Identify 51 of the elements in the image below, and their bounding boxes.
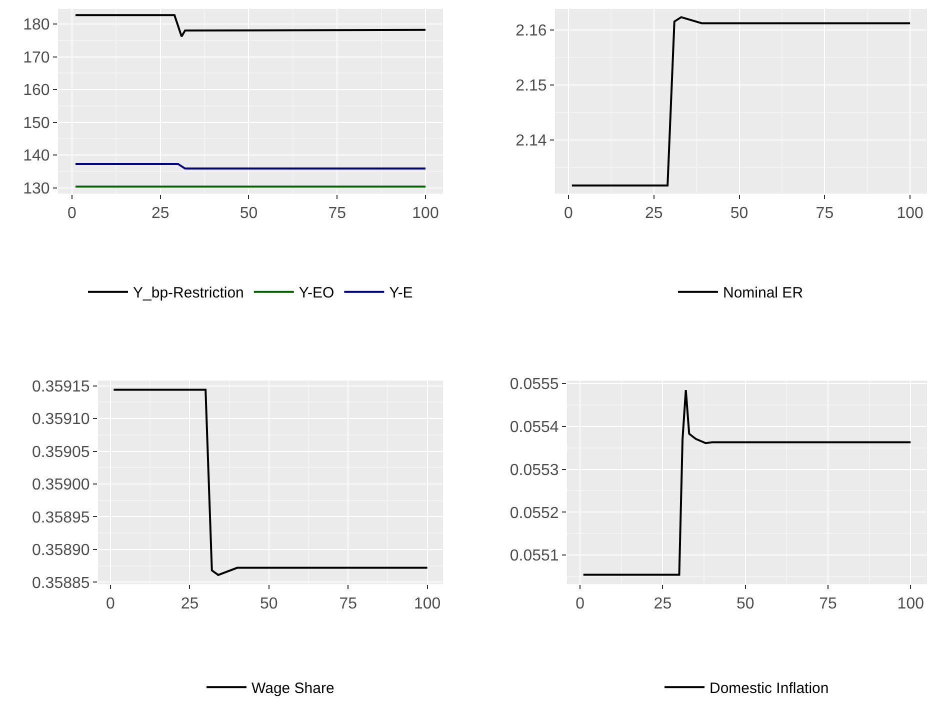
y-tick-label: 2.14 xyxy=(516,132,547,150)
y-tick-label: 0.35895 xyxy=(32,509,90,526)
legend-label: Y-EO xyxy=(298,284,334,302)
y-tick-label: 0.35890 xyxy=(32,542,90,560)
y-tick-label: 160 xyxy=(23,82,50,100)
x-tick-label: 50 xyxy=(260,595,278,612)
line-series xyxy=(112,388,428,576)
y-tick-label: 0.35900 xyxy=(32,476,90,494)
y-tick-label: 0.0554 xyxy=(510,419,559,436)
y-tick-label: 2.15 xyxy=(516,77,547,94)
y-tick-label: 0.0552 xyxy=(510,504,559,522)
x-tick-label: 75 xyxy=(816,204,834,222)
x-tick-label: 25 xyxy=(180,595,199,612)
y-tick-label: 0.35915 xyxy=(32,378,90,396)
x-tick-label: 25 xyxy=(644,204,663,222)
x-tick-label: 25 xyxy=(151,204,170,222)
y-tick-label: 150 xyxy=(23,114,50,132)
line-series xyxy=(582,389,912,576)
y-tick-label: 0.0555 xyxy=(510,376,559,394)
legend-label: Nominal ER xyxy=(723,284,804,302)
x-tick-label: 100 xyxy=(897,595,924,612)
x-tick-label: 50 xyxy=(736,595,754,612)
x-tick-label: 100 xyxy=(414,595,441,612)
x-tick-label: 50 xyxy=(240,204,258,222)
y-tick-label: 0.0551 xyxy=(510,548,559,565)
x-tick-label: 75 xyxy=(819,595,837,612)
x-tick-label: 75 xyxy=(339,595,358,612)
x-tick-label: 0 xyxy=(564,204,574,222)
legend-label: Y_bp-Restriction xyxy=(133,284,244,302)
line-series xyxy=(570,16,912,187)
y-tick-label: 130 xyxy=(23,180,50,198)
x-tick-label: 100 xyxy=(896,204,924,222)
y-tick-label: 180 xyxy=(23,16,50,34)
line-series xyxy=(74,14,426,38)
y-tick-label: 0.35885 xyxy=(32,574,90,592)
x-tick-label: 0 xyxy=(106,595,116,612)
y-tick-label: 0.35905 xyxy=(32,444,90,461)
x-tick-label: 50 xyxy=(730,204,748,222)
x-tick-label: 0 xyxy=(576,595,585,612)
x-tick-label: 0 xyxy=(68,204,77,222)
y-tick-label: 0.0553 xyxy=(510,462,559,479)
y-tick-label: 0.35910 xyxy=(32,411,90,428)
legend-label: Y-E xyxy=(389,284,413,302)
y-tick-label: 170 xyxy=(23,49,50,66)
x-tick-label: 75 xyxy=(328,204,346,222)
legend-label: Wage Share xyxy=(252,680,334,697)
y-tick-label: 2.16 xyxy=(516,22,547,40)
x-tick-label: 100 xyxy=(412,204,439,222)
y-tick-label: 140 xyxy=(23,148,50,165)
legend-label: Domestic Inflation xyxy=(710,680,829,697)
x-tick-label: 25 xyxy=(654,595,672,612)
